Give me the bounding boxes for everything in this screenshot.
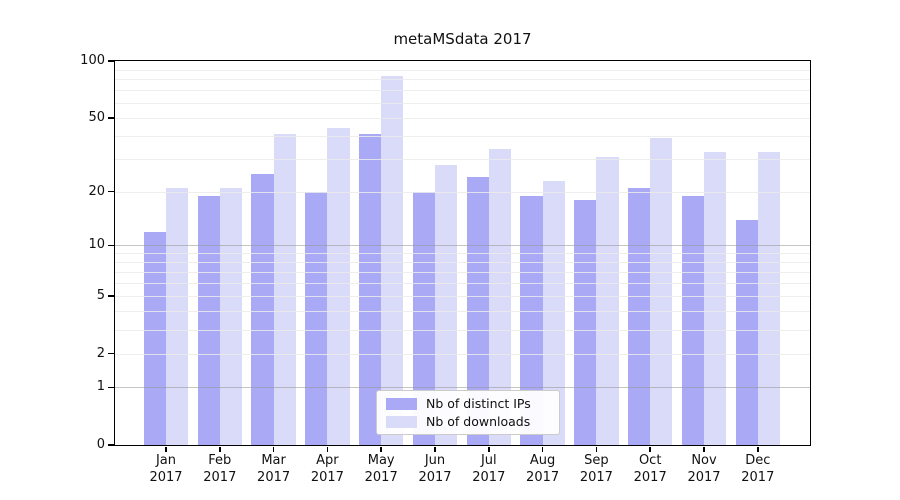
legend-label-downloads: Nb of downloads xyxy=(426,414,531,429)
y-tick-0 xyxy=(107,444,114,446)
gridline-4 xyxy=(115,311,810,313)
y-tick-label-100: 100 xyxy=(80,53,105,68)
bar-distinct-ips-dec xyxy=(735,219,758,445)
x-tick-aug xyxy=(541,446,544,452)
bar-downloads-feb xyxy=(219,187,243,445)
y-tick-5 xyxy=(107,295,114,297)
x-tick-label-jun: Jun 2017 xyxy=(418,453,452,485)
legend-item-downloads: Nb of downloads xyxy=(386,415,549,428)
y-tick-1 xyxy=(107,386,114,389)
x-tick-label-mar: Mar 2017 xyxy=(257,453,291,485)
x-tick-label-aug: Aug 2017 xyxy=(526,453,560,485)
x-tick-label-jan: Jan 2017 xyxy=(149,453,183,485)
y-tick-label-0: 0 xyxy=(96,437,105,452)
bar-downloads-apr xyxy=(327,128,350,445)
x-tick-feb xyxy=(219,446,221,452)
bar-distinct-ips-aug xyxy=(520,195,543,445)
x-tick-sep xyxy=(595,446,598,452)
gridline-70 xyxy=(115,90,810,92)
y-tick-20 xyxy=(107,190,114,193)
y-tick-label-1: 1 xyxy=(96,379,105,395)
axes-frame xyxy=(113,59,811,446)
y-tick-10 xyxy=(107,244,114,247)
bar-downloads-mar xyxy=(273,134,296,445)
legend-swatch-downloads xyxy=(386,415,417,428)
bar-distinct-ips-nov xyxy=(681,195,704,445)
x-tick-label-oct: Oct 2017 xyxy=(633,453,667,485)
bar-downloads-oct xyxy=(650,138,673,445)
gridline-7 xyxy=(115,271,810,273)
gridline-3 xyxy=(115,329,810,331)
x-tick-jan xyxy=(165,446,167,452)
gridline-40 xyxy=(115,136,810,137)
legend-label-distinct-ips: Nb of distinct IPs xyxy=(426,396,531,411)
x-tick-label-feb: Feb 2017 xyxy=(203,453,237,485)
gridline-9 xyxy=(115,253,810,255)
gridline-8 xyxy=(115,262,810,264)
bar-distinct-ips-jun xyxy=(412,191,435,445)
gridline-50 xyxy=(115,117,810,119)
bar-downloads-sep xyxy=(596,156,619,445)
x-tick-jul xyxy=(488,446,490,452)
bar-downloads-aug xyxy=(542,180,565,445)
y-tick-label-50: 50 xyxy=(88,109,105,125)
bar-downloads-dec xyxy=(757,151,781,445)
x-tick-label-jul: Jul 2017 xyxy=(472,453,506,485)
bar-distinct-ips-sep xyxy=(574,200,597,445)
bar-downloads-jan xyxy=(166,187,189,445)
x-tick-nov xyxy=(703,446,705,452)
bar-distinct-ips-may xyxy=(358,134,382,445)
x-tick-label-nov: Nov 2017 xyxy=(687,453,721,485)
y-tick-50 xyxy=(107,117,114,119)
gridline-2 xyxy=(115,353,810,355)
gridline-10 xyxy=(115,245,810,247)
bar-distinct-ips-feb xyxy=(197,195,220,445)
gridline-30 xyxy=(115,159,810,161)
x-tick-label-apr: Apr 2017 xyxy=(310,453,344,485)
bar-distinct-ips-jan xyxy=(143,231,166,445)
gridline-6 xyxy=(115,283,810,285)
bar-downloads-jul xyxy=(488,149,512,445)
x-tick-label-dec: Dec 2017 xyxy=(741,453,775,485)
bar-downloads-jun xyxy=(435,164,458,445)
bar-downloads-nov xyxy=(704,151,727,445)
x-tick-apr xyxy=(326,446,329,452)
gridline-90 xyxy=(115,69,810,71)
y-tick-label-5: 5 xyxy=(96,287,105,303)
x-tick-may xyxy=(380,446,382,452)
gridline-5 xyxy=(115,295,810,297)
bar-distinct-ips-oct xyxy=(627,187,651,445)
chart-title: metaMSdata 2017 xyxy=(393,30,532,48)
x-tick-oct xyxy=(649,446,651,452)
x-tick-jun xyxy=(434,446,436,452)
gridline-80 xyxy=(115,79,810,81)
y-tick-label-10: 10 xyxy=(88,237,105,253)
x-tick-dec xyxy=(757,446,759,452)
plot-area xyxy=(115,61,810,445)
bar-downloads-may xyxy=(381,76,404,445)
y-tick-label-2: 2 xyxy=(96,345,105,361)
y-tick-100 xyxy=(107,60,114,62)
gridline-1 xyxy=(115,387,810,389)
y-tick-2 xyxy=(107,352,114,355)
bar-distinct-ips-mar xyxy=(251,173,274,445)
legend-item-distinct-ips: Nb of distinct IPs xyxy=(386,397,549,410)
legend: Nb of distinct IPs Nb of downloads xyxy=(376,390,560,435)
x-tick-label-sep: Sep 2017 xyxy=(579,453,613,485)
gridline-20 xyxy=(115,191,810,193)
y-tick-label-20: 20 xyxy=(88,183,105,199)
x-tick-label-may: May 2017 xyxy=(364,453,398,485)
legend-swatch-distinct-ips xyxy=(386,397,417,410)
x-tick-mar xyxy=(272,446,275,452)
gridline-60 xyxy=(115,102,810,104)
bar-distinct-ips-apr xyxy=(305,191,328,445)
